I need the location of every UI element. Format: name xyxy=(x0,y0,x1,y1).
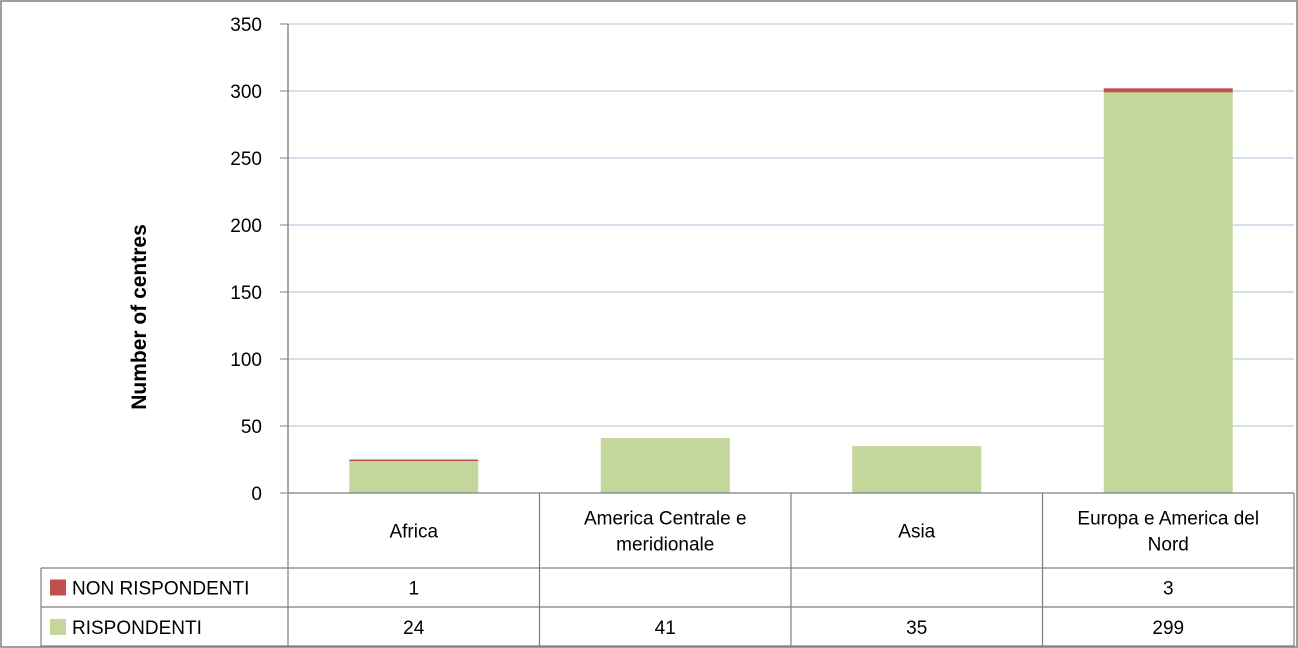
data-label: 3 xyxy=(1163,579,1174,600)
data-label: 35 xyxy=(906,618,927,639)
y-tick-label: 50 xyxy=(241,417,262,438)
data-label: 299 xyxy=(1152,618,1184,639)
x-category-label: America Centrale e xyxy=(584,509,747,530)
x-category-label: Africa xyxy=(389,522,438,543)
bar-rispondenti xyxy=(1103,92,1233,493)
legend-key xyxy=(50,619,66,635)
bar-non-rispondenti xyxy=(349,459,479,461)
x-category-label: meridionale xyxy=(616,535,714,556)
y-tick-label: 150 xyxy=(230,283,262,304)
bar-rispondenti xyxy=(349,460,479,493)
data-label: 24 xyxy=(403,618,425,639)
y-tick-label: 100 xyxy=(230,350,262,371)
data-label: 1 xyxy=(408,579,419,600)
bar-rispondenti xyxy=(600,438,730,493)
legend-label: RISPONDENTI xyxy=(72,618,202,639)
y-tick-label: 0 xyxy=(251,484,262,505)
y-tick-label: 350 xyxy=(230,15,262,36)
x-category-label: Nord xyxy=(1148,535,1189,556)
y-tick-label: 250 xyxy=(230,149,262,170)
y-tick-label: 200 xyxy=(230,216,262,237)
x-category-label: Asia xyxy=(898,522,935,543)
bars xyxy=(349,88,1233,493)
legend-label: NON RISPONDENTI xyxy=(72,579,249,600)
y-axis-label: Number of centres xyxy=(128,224,151,410)
y-tick-label: 300 xyxy=(230,82,262,103)
x-category-label: Europa e America del xyxy=(1077,509,1259,530)
bar-non-rispondenti xyxy=(1103,88,1233,93)
data-table: Africa America Centrale e meridionale Asia E… xyxy=(40,24,1295,647)
data-label: 41 xyxy=(655,618,676,639)
bar-rispondenti xyxy=(852,446,982,493)
legend-key xyxy=(50,579,66,596)
